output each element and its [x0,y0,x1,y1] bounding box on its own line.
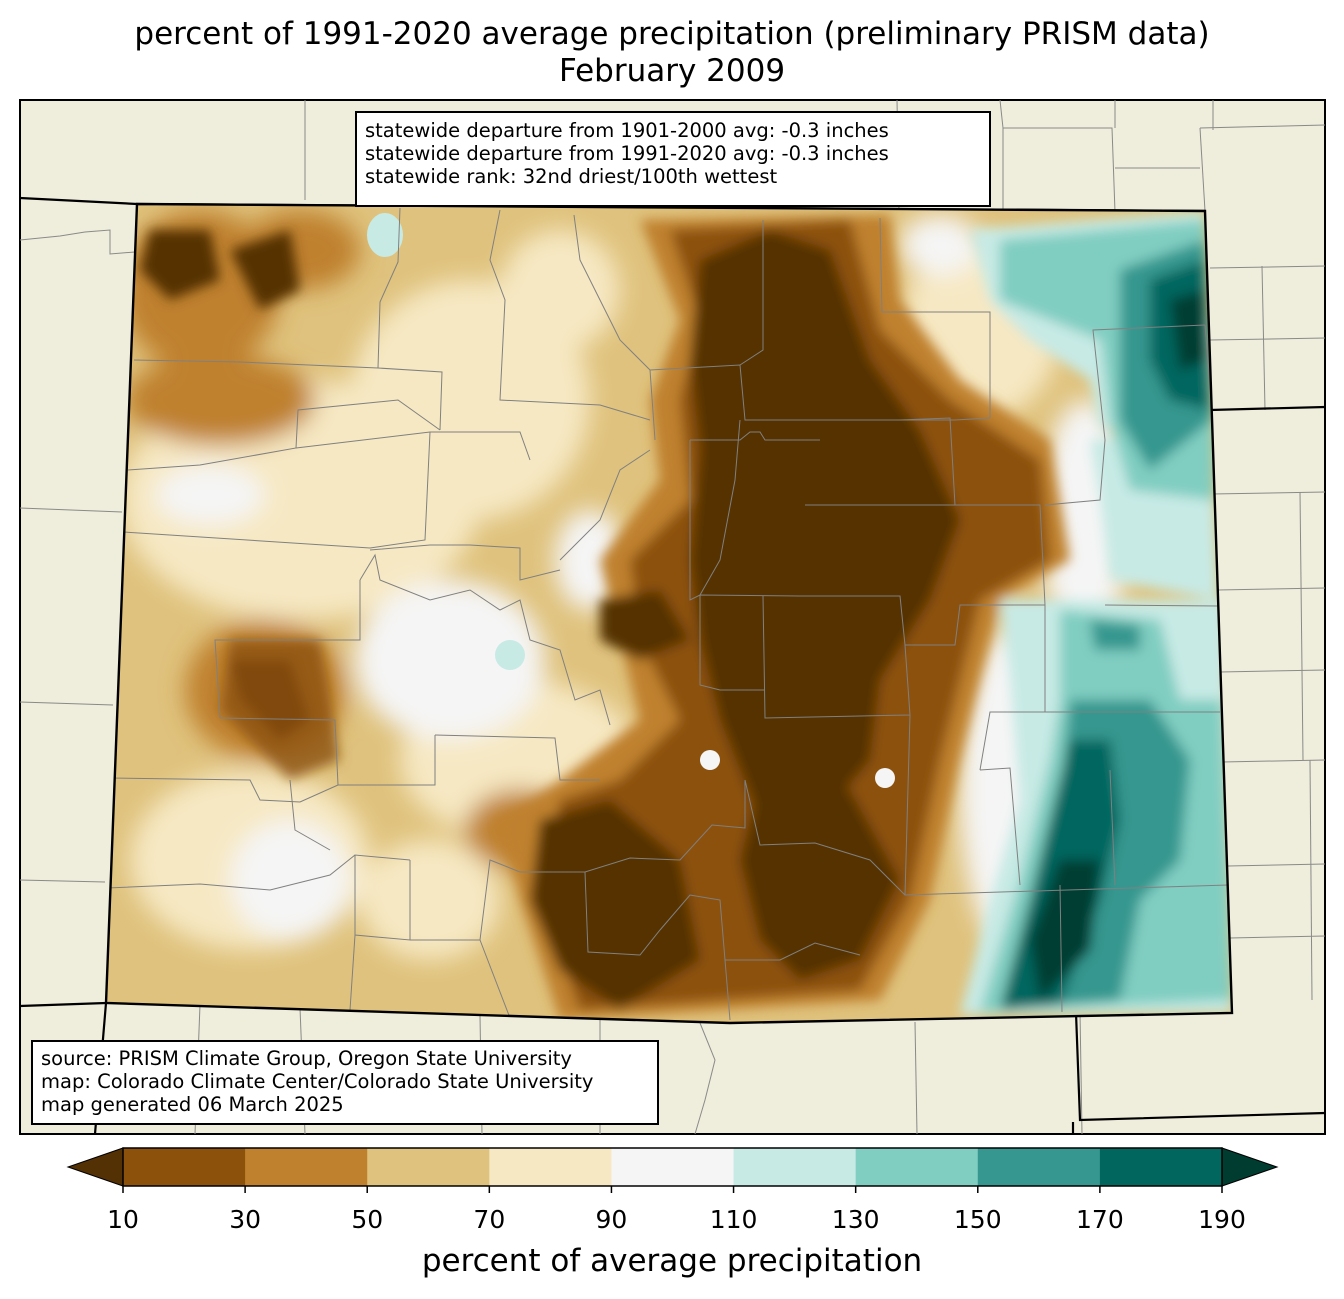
stats-rank: statewide rank: 32nd driest/100th wettes… [365,165,778,188]
colorbar-bin [123,1148,246,1186]
colorbar-outline [122,1147,1223,1187]
credits-box: source: PRISM Climate Group, Oregon Stat… [31,1040,659,1125]
colorbar-bin [367,1148,490,1186]
colorbar-extend-high [1221,1147,1279,1187]
colorbar-bin [977,1148,1101,1186]
colorado-state-border [104,202,1234,1025]
colorbar-extend-low [66,1147,124,1187]
credits-generated-date: map generated 06 March 2025 [41,1093,344,1116]
statewide-stats-box: statewide departure from 1901-2000 avg: … [355,111,991,207]
colorbar-bin [733,1148,857,1186]
colorbar-tick-label: 150 [953,1205,1002,1234]
colorbar-tick-label: 170 [1076,1205,1124,1234]
map-title: percent of 1991-2020 average precipitati… [134,16,1210,52]
colorbar-tick-label: 130 [831,1205,880,1234]
stats-departure-1991-2020: statewide departure from 1991-2020 avg: … [365,142,889,165]
map-subtitle-period: February 2009 [558,53,786,89]
colorbar-bin [1099,1148,1223,1186]
stats-departure-1901-2000: statewide departure from 1901-2000 avg: … [365,119,889,142]
colorbar-tick-label: 30 [229,1205,262,1234]
colorado-county-lines [106,207,1231,1021]
colorbar-bin [489,1148,612,1186]
colorbar-bin [611,1148,735,1186]
colorbar-tick-label: 70 [473,1205,506,1234]
colorbar-tick-label: 90 [595,1205,628,1234]
colorbar-tick-label: 10 [107,1205,139,1234]
credits-map-author: map: Colorado Climate Center/Colorado St… [41,1070,594,1093]
colorbar-tick-label: 190 [1198,1205,1246,1234]
colorbar-tick-label: 110 [709,1205,758,1234]
colorbar-bin [245,1148,368,1186]
precipitation-contours [106,204,1232,1023]
credits-source: source: PRISM Climate Group, Oregon Stat… [41,1047,572,1070]
colorbar-label: percent of average precipitation [421,1243,923,1279]
colorbar-bin [855,1148,979,1186]
colorbar-tick-label: 50 [351,1205,384,1234]
